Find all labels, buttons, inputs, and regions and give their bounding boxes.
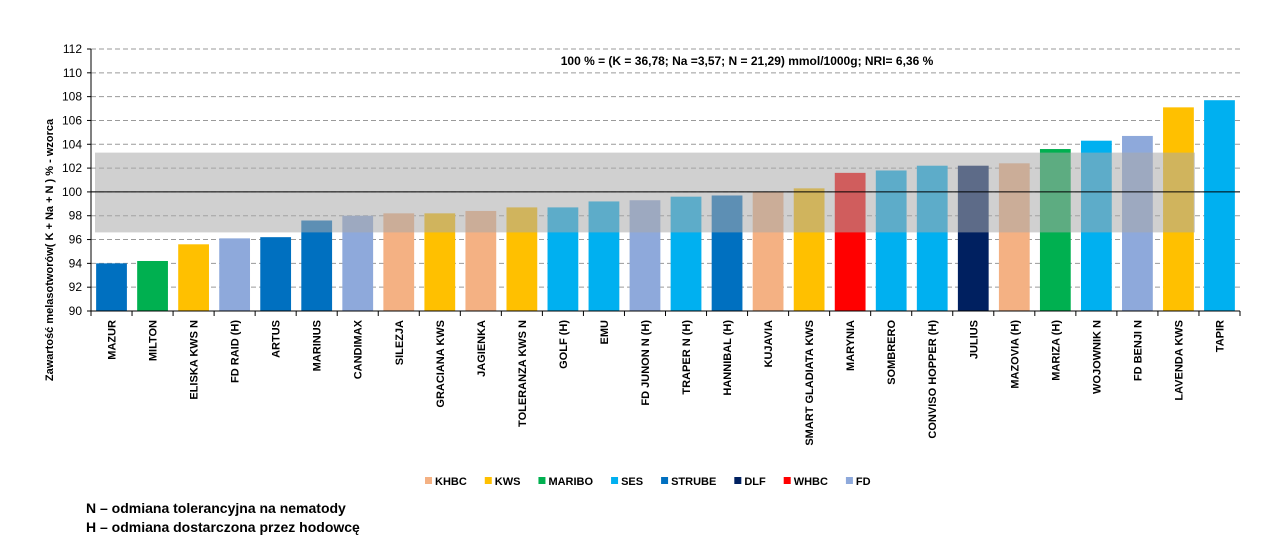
y-tick-label: 100 <box>62 185 82 199</box>
legend-label: KWS <box>495 476 521 488</box>
category-label: SILEZJA <box>394 320 406 365</box>
y-tick-label: 92 <box>69 280 83 294</box>
legend-swatch <box>845 477 853 484</box>
legend-swatch <box>661 477 669 484</box>
tolerance-band-rect <box>95 152 1195 233</box>
category-label: JAGIENKA <box>476 320 488 377</box>
category-label: CONVISO HOPPER (H) <box>927 320 939 439</box>
category-label: FD RAID (H) <box>230 320 242 383</box>
legend-swatch <box>484 477 492 484</box>
category-label: FD JUNON N (H) <box>640 320 652 406</box>
category-label: MAZOVIA (H) <box>1009 320 1021 389</box>
y-axis-label: Zawartość melasotworów( K + Na + N ) % -… <box>44 118 56 381</box>
footnote-n: N – odmiana tolerancyjna na nematody <box>86 500 346 516</box>
legend: KHBC KWS MARIBO SES STRUBE DLF WHBC FD <box>425 476 871 488</box>
y-tick-label: 96 <box>69 233 83 247</box>
legend-label: KHBC <box>435 476 467 488</box>
legend-label: STRUBE <box>671 476 716 488</box>
category-label: GRACIANA KWS <box>435 320 447 408</box>
bar <box>260 237 292 311</box>
legend-label: MARIBO <box>548 476 593 488</box>
legend-swatch <box>425 477 432 484</box>
tolerance-band <box>91 152 1240 233</box>
legend-label: SES <box>621 476 643 488</box>
category-label: MAZUR <box>107 320 119 360</box>
y-tick-label: 106 <box>62 113 82 127</box>
category-labels: MAZUR MILTON ELISKA KWS N FD RAID (H) ARTUS M… <box>107 319 1227 445</box>
y-tick-labels: 90 92 94 96 98 100 102 104 106 108 110 112 <box>62 42 82 318</box>
category-label: KUJAVIA <box>763 320 775 368</box>
category-label: WOJOWNIK N <box>1091 320 1103 394</box>
category-label: CANDIMAX <box>353 319 365 379</box>
footnote-h: H – odmiana dostarczona przez hodowcę <box>86 519 360 535</box>
category-label: LAVENDA KWS <box>1173 320 1185 401</box>
category-label: TOLERANZA KWS N <box>517 320 529 427</box>
legend-swatch <box>734 477 742 484</box>
category-label: JULIUS <box>968 320 980 359</box>
legend-label: FD <box>856 476 871 488</box>
legend-swatch <box>783 477 791 484</box>
category-label: ELISKA KWS N <box>189 320 201 400</box>
bar <box>96 263 127 311</box>
category-label: TRAPER N (H) <box>681 320 693 395</box>
legend-label: DLF <box>744 476 766 488</box>
category-label: MARINUS <box>312 320 324 371</box>
category-label: SOMBRERO <box>886 320 898 385</box>
y-tick-label: 90 <box>69 304 83 318</box>
bar <box>1204 100 1235 311</box>
category-label: MARIZA (H) <box>1050 320 1062 381</box>
bar <box>137 260 168 311</box>
chart-annotation: 100 % = (K = 36,78; Na =3,57; N = 21,29)… <box>561 54 934 68</box>
bar <box>219 238 251 311</box>
legend-swatch <box>611 477 619 484</box>
category-label: FD BENJI N <box>1132 320 1144 381</box>
category-label: ARTUS <box>271 320 283 358</box>
category-label: MARYNIA <box>845 320 857 371</box>
y-tick-label: 104 <box>62 137 82 151</box>
category-label: SMART GLADIATA KWS <box>804 320 816 446</box>
y-tick-label: 110 <box>63 66 82 80</box>
legend-swatch <box>538 477 546 484</box>
category-label: MILTON <box>148 320 160 361</box>
axes <box>87 48 1241 316</box>
y-tick-label: 112 <box>63 42 82 56</box>
category-label: GOLF (H) <box>558 320 570 369</box>
y-tick-label: 108 <box>62 90 82 104</box>
y-tick-label: 102 <box>62 161 82 175</box>
y-tick-label: 98 <box>69 209 83 223</box>
category-label: EMU <box>599 320 611 345</box>
category-label: TAPIR <box>1214 320 1226 352</box>
category-label: HANNIBAL (H) <box>722 320 734 396</box>
y-tick-label: 94 <box>69 256 83 270</box>
legend-label: WHBC <box>794 476 828 488</box>
bar <box>301 220 333 311</box>
bar <box>178 244 209 311</box>
